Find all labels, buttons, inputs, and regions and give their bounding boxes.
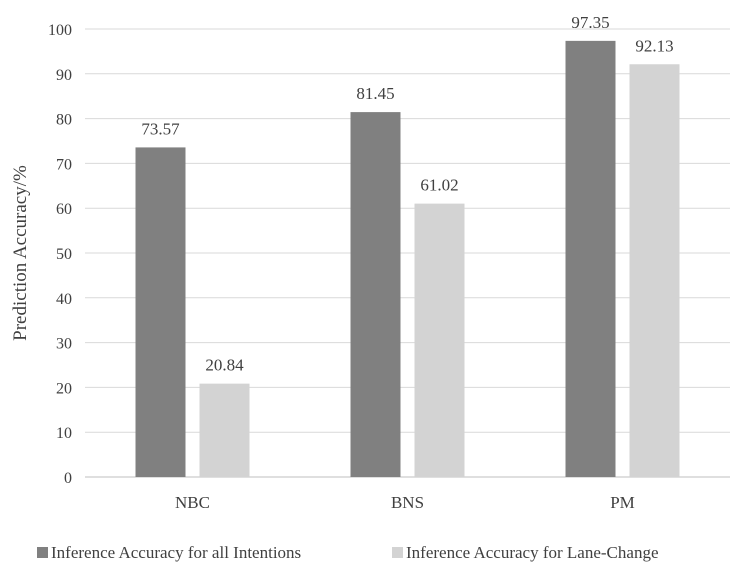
x-axis-categories: NBC BNS PM <box>175 493 635 512</box>
y-tick-label: 100 <box>48 22 72 39</box>
bar-pm-series-2 <box>629 64 680 477</box>
data-label: 92.13 <box>635 36 673 55</box>
y-tick-label: 0 <box>64 470 72 487</box>
y-tick-label: 40 <box>56 291 72 308</box>
data-label: 61.02 <box>420 176 458 195</box>
y-tick-label: 50 <box>56 246 72 263</box>
y-tick-label: 80 <box>56 112 72 129</box>
y-axis-ticks: 0 10 20 30 40 50 60 70 80 90 100 <box>48 22 72 487</box>
legend: Inference Accuracy for all Intentions Inf… <box>37 543 659 562</box>
data-label: 73.57 <box>141 119 180 138</box>
y-tick-label: 30 <box>56 336 72 353</box>
data-label: 81.45 <box>356 84 394 103</box>
bar-nbc-series-2 <box>199 383 250 477</box>
bar-bns-series-1 <box>350 112 401 477</box>
x-category-label: NBC <box>175 493 210 512</box>
y-tick-label: 60 <box>56 201 72 218</box>
legend-label-2: Inference Accuracy for Lane-Change <box>406 543 659 562</box>
bars <box>135 40 680 477</box>
y-tick-label: 10 <box>56 425 72 442</box>
data-label: 97.35 <box>571 13 609 32</box>
x-category-label: BNS <box>391 493 424 512</box>
bar-pm-series-1 <box>565 40 616 477</box>
legend-swatch-1 <box>37 547 48 558</box>
data-labels: 73.57 20.84 81.45 61.02 97.35 92.13 <box>141 13 673 375</box>
gridlines <box>85 28 730 433</box>
x-category-label: PM <box>610 493 635 512</box>
legend-swatch-2 <box>392 547 403 558</box>
bar-nbc-series-1 <box>135 147 186 477</box>
y-tick-label: 90 <box>56 67 72 84</box>
bar-bns-series-2 <box>414 203 465 477</box>
legend-label-1: Inference Accuracy for all Intentions <box>51 543 301 562</box>
y-axis-label: Prediction Accuracy/% <box>10 165 31 341</box>
y-tick-label: 20 <box>56 380 72 397</box>
y-tick-label: 70 <box>56 156 72 173</box>
data-label: 20.84 <box>205 356 244 375</box>
